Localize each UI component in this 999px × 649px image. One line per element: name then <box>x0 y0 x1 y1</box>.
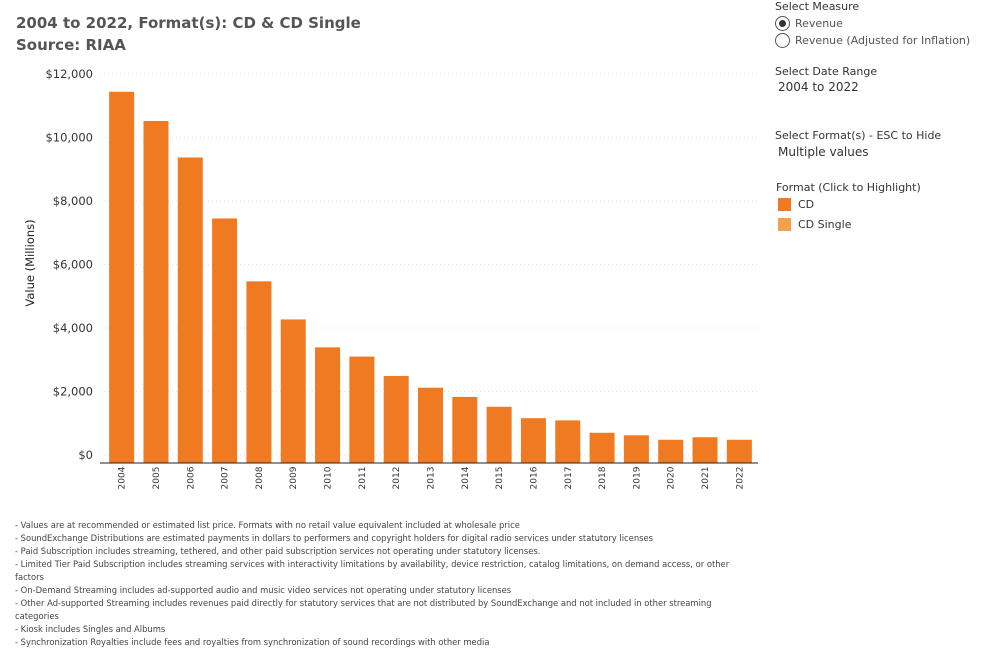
bar-2009[interactable] <box>280 319 306 463</box>
footnote-line: - SoundExchange Distributions are estima… <box>15 533 653 543</box>
bar-2015[interactable] <box>486 406 512 463</box>
bar-2018[interactable] <box>589 432 615 463</box>
chart-title-line: 2004 to 2022, Format(s): CD & CD Single <box>16 14 361 32</box>
x-tick-label: 2017 <box>564 467 574 490</box>
x-tick-label: 2020 <box>667 466 677 489</box>
bar-2019[interactable] <box>623 435 649 463</box>
y-tick-label: $10,000 <box>45 131 93 145</box>
x-tick-label: 2005 <box>152 467 162 490</box>
x-tick-label: 2011 <box>358 467 368 490</box>
radio-selected-icon[interactable] <box>775 15 790 31</box>
legend-item-cd-single[interactable]: CD Single <box>778 216 851 232</box>
bar-2005[interactable] <box>143 120 169 464</box>
y-tick-label: $8,000 <box>53 194 93 208</box>
y-tick-label: $12,000 <box>45 67 93 81</box>
legend-item-label: CD Single <box>798 217 852 231</box>
x-tick-label: 2013 <box>427 467 437 490</box>
x-tick-label: 2006 <box>186 466 196 489</box>
y-tick-label: $4,000 <box>53 321 93 335</box>
format-filter-label: Select Format(s) - ESC to Hide <box>775 129 942 142</box>
x-tick-label: 2018 <box>598 466 608 489</box>
bar-2010[interactable] <box>315 347 341 463</box>
x-tick-label: 2009 <box>289 466 299 489</box>
x-tick-label: 2007 <box>221 467 231 490</box>
legend-swatch-cd <box>778 197 791 211</box>
date-range-label: Select Date Range <box>775 65 878 78</box>
legend-label: Format (Click to Highlight) <box>776 181 921 194</box>
bar-2007[interactable] <box>212 218 238 463</box>
bar-2017[interactable] <box>555 420 581 463</box>
bar-2011[interactable] <box>349 356 375 463</box>
footnote-line: - Limited Tier Paid Subscription include… <box>15 559 730 582</box>
bar-2021[interactable] <box>692 437 718 463</box>
y-tick-label: $2,000 <box>53 385 93 399</box>
x-tick-label: 2010 <box>324 466 334 489</box>
axes: $0 $2,000 $4,000 $6,000 $8,000 $10,000 $12,000… <box>23 67 758 489</box>
bar-2020[interactable] <box>658 439 684 463</box>
bar-2004[interactable] <box>109 91 135 463</box>
x-tick-label: 2022 <box>735 467 745 490</box>
bar-2012[interactable] <box>383 375 409 463</box>
bar-2016[interactable] <box>520 418 546 463</box>
y-tick-label: $0 <box>78 448 93 462</box>
bars <box>109 91 752 464</box>
footnote-line: - Paid Subscription includes streaming, … <box>15 546 541 556</box>
bar-2022[interactable] <box>726 439 752 463</box>
footnotes: - Values are at recommended or estimated… <box>15 519 755 649</box>
footnote-line: - Synchronization Royalties include fees… <box>15 637 490 647</box>
chart-source-line: Source: RIAA <box>16 36 126 54</box>
x-tick-label: 2019 <box>632 466 642 489</box>
x-tick-label: 2016 <box>529 466 539 489</box>
x-tick-label: 2008 <box>255 466 265 489</box>
bar-2013[interactable] <box>418 387 443 463</box>
x-tick-label: 2021 <box>701 467 711 490</box>
bar-2006[interactable] <box>177 157 203 463</box>
measure-option-label: Revenue <box>795 16 843 30</box>
x-tick-label: 2004 <box>118 466 128 489</box>
legend-swatch-cd-single <box>778 217 791 231</box>
measure-option-label: Revenue (Adjusted for Inflation) <box>795 33 971 47</box>
measure-option-revenue[interactable]: Revenue <box>775 14 843 32</box>
footnote-line: - Kiosk includes Singles and Albums <box>15 624 166 634</box>
x-tick-label: 2014 <box>461 466 471 489</box>
date-range-value[interactable]: 2004 to 2022 <box>778 80 859 94</box>
chart-title: 2004 to 2022, Format(s): CD & CD Single … <box>16 12 361 56</box>
legend-item-label: CD <box>798 197 815 211</box>
footnote-line: - Other Ad-supported Streaming includes … <box>15 598 712 621</box>
radio-unselected-icon[interactable] <box>775 32 790 48</box>
footnote-line: - On-Demand Streaming includes ad-suppor… <box>15 585 512 595</box>
y-tick-label: $6,000 <box>53 258 93 272</box>
format-filter-value[interactable]: Multiple values <box>778 145 869 159</box>
footnote-line: - Values are at recommended or estimated… <box>15 520 520 530</box>
bar-2014[interactable] <box>452 396 478 463</box>
y-axis-title: Value (Millions) <box>23 219 37 306</box>
measure-label: Select Measure <box>775 0 860 13</box>
x-tick-label: 2015 <box>495 467 505 490</box>
bar-2008[interactable] <box>246 281 272 463</box>
x-tick-label: 2012 <box>392 467 402 490</box>
legend-item-cd[interactable]: CD <box>778 196 814 212</box>
measure-option-inflation[interactable]: Revenue (Adjusted for Inflation) <box>775 31 970 49</box>
